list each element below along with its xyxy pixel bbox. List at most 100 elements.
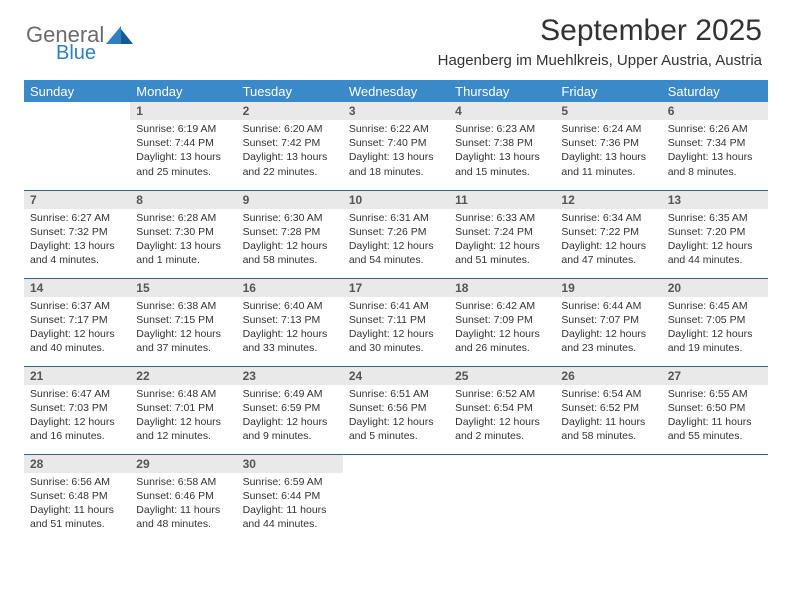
calendar-cell: 21Sunrise: 6:47 AMSunset: 7:03 PMDayligh… xyxy=(24,366,130,454)
sunrise-text: Sunrise: 6:23 AM xyxy=(455,122,549,136)
day-number: 13 xyxy=(662,191,768,209)
calendar-cell: 28Sunrise: 6:56 AMSunset: 6:48 PMDayligh… xyxy=(24,454,130,542)
calendar-week-row: 28Sunrise: 6:56 AMSunset: 6:48 PMDayligh… xyxy=(24,454,768,542)
sunrise-text: Sunrise: 6:47 AM xyxy=(30,387,124,401)
sunset-text: Sunset: 7:44 PM xyxy=(136,136,230,150)
sunrise-text: Sunrise: 6:26 AM xyxy=(668,122,762,136)
calendar-week-row: 21Sunrise: 6:47 AMSunset: 7:03 PMDayligh… xyxy=(24,366,768,454)
calendar-cell: 15Sunrise: 6:38 AMSunset: 7:15 PMDayligh… xyxy=(130,278,236,366)
day-info: Sunrise: 6:24 AMSunset: 7:36 PMDaylight:… xyxy=(555,120,661,183)
calendar-cell: 13Sunrise: 6:35 AMSunset: 7:20 PMDayligh… xyxy=(662,190,768,278)
daylight-text: Daylight: 12 hours and 58 minutes. xyxy=(243,239,337,267)
calendar-cell: 25Sunrise: 6:52 AMSunset: 6:54 PMDayligh… xyxy=(449,366,555,454)
day-number: 11 xyxy=(449,191,555,209)
sunrise-text: Sunrise: 6:20 AM xyxy=(243,122,337,136)
calendar-cell: .. xyxy=(555,454,661,542)
calendar-cell: 6Sunrise: 6:26 AMSunset: 7:34 PMDaylight… xyxy=(662,102,768,190)
daylight-text: Daylight: 12 hours and 47 minutes. xyxy=(561,239,655,267)
sunset-text: Sunset: 6:48 PM xyxy=(30,489,124,503)
sunrise-text: Sunrise: 6:51 AM xyxy=(349,387,443,401)
calendar-cell: 9Sunrise: 6:30 AMSunset: 7:28 PMDaylight… xyxy=(237,190,343,278)
daylight-text: Daylight: 12 hours and 26 minutes. xyxy=(455,327,549,355)
calendar-cell: 22Sunrise: 6:48 AMSunset: 7:01 PMDayligh… xyxy=(130,366,236,454)
day-number: 21 xyxy=(24,367,130,385)
day-number: 17 xyxy=(343,279,449,297)
sunset-text: Sunset: 7:07 PM xyxy=(561,313,655,327)
day-info: Sunrise: 6:35 AMSunset: 7:20 PMDaylight:… xyxy=(662,209,768,272)
daylight-text: Daylight: 12 hours and 54 minutes. xyxy=(349,239,443,267)
sunrise-text: Sunrise: 6:55 AM xyxy=(668,387,762,401)
sunrise-text: Sunrise: 6:28 AM xyxy=(136,211,230,225)
day-info: Sunrise: 6:20 AMSunset: 7:42 PMDaylight:… xyxy=(237,120,343,183)
day-number: 25 xyxy=(449,367,555,385)
daylight-text: Daylight: 11 hours and 44 minutes. xyxy=(243,503,337,531)
calendar-cell: 4Sunrise: 6:23 AMSunset: 7:38 PMDaylight… xyxy=(449,102,555,190)
day-header: Tuesday xyxy=(237,80,343,102)
daylight-text: Daylight: 13 hours and 4 minutes. xyxy=(30,239,124,267)
sunrise-text: Sunrise: 6:27 AM xyxy=(30,211,124,225)
day-number: 8 xyxy=(130,191,236,209)
calendar-cell: 20Sunrise: 6:45 AMSunset: 7:05 PMDayligh… xyxy=(662,278,768,366)
daylight-text: Daylight: 13 hours and 15 minutes. xyxy=(455,150,549,178)
calendar-cell: 8Sunrise: 6:28 AMSunset: 7:30 PMDaylight… xyxy=(130,190,236,278)
calendar-cell: .. xyxy=(449,454,555,542)
day-info: Sunrise: 6:27 AMSunset: 7:32 PMDaylight:… xyxy=(24,209,130,272)
sunset-text: Sunset: 7:26 PM xyxy=(349,225,443,239)
daylight-text: Daylight: 11 hours and 55 minutes. xyxy=(668,415,762,443)
day-number: 1 xyxy=(130,102,236,120)
daylight-text: Daylight: 12 hours and 33 minutes. xyxy=(243,327,337,355)
day-number: 20 xyxy=(662,279,768,297)
calendar-cell: 27Sunrise: 6:55 AMSunset: 6:50 PMDayligh… xyxy=(662,366,768,454)
calendar-cell: 23Sunrise: 6:49 AMSunset: 6:59 PMDayligh… xyxy=(237,366,343,454)
daylight-text: Daylight: 13 hours and 18 minutes. xyxy=(349,150,443,178)
sunrise-text: Sunrise: 6:41 AM xyxy=(349,299,443,313)
sunrise-text: Sunrise: 6:58 AM xyxy=(136,475,230,489)
calendar-cell: 12Sunrise: 6:34 AMSunset: 7:22 PMDayligh… xyxy=(555,190,661,278)
day-number: 14 xyxy=(24,279,130,297)
sunrise-text: Sunrise: 6:24 AM xyxy=(561,122,655,136)
day-info: Sunrise: 6:37 AMSunset: 7:17 PMDaylight:… xyxy=(24,297,130,360)
day-info: Sunrise: 6:31 AMSunset: 7:26 PMDaylight:… xyxy=(343,209,449,272)
page: General Blue September 2025 Hagenberg im… xyxy=(0,0,792,560)
daylight-text: Daylight: 12 hours and 23 minutes. xyxy=(561,327,655,355)
calendar-cell: 7Sunrise: 6:27 AMSunset: 7:32 PMDaylight… xyxy=(24,190,130,278)
sunset-text: Sunset: 7:05 PM xyxy=(668,313,762,327)
sunrise-text: Sunrise: 6:44 AM xyxy=(561,299,655,313)
calendar-cell: .. xyxy=(24,102,130,190)
day-info: Sunrise: 6:34 AMSunset: 7:22 PMDaylight:… xyxy=(555,209,661,272)
calendar-cell: 14Sunrise: 6:37 AMSunset: 7:17 PMDayligh… xyxy=(24,278,130,366)
day-number: 24 xyxy=(343,367,449,385)
day-info: Sunrise: 6:56 AMSunset: 6:48 PMDaylight:… xyxy=(24,473,130,536)
sunrise-text: Sunrise: 6:35 AM xyxy=(668,211,762,225)
daylight-text: Daylight: 13 hours and 1 minute. xyxy=(136,239,230,267)
sunset-text: Sunset: 7:22 PM xyxy=(561,225,655,239)
header: General Blue September 2025 Hagenberg im… xyxy=(24,18,768,74)
day-number: 9 xyxy=(237,191,343,209)
sunrise-text: Sunrise: 6:37 AM xyxy=(30,299,124,313)
day-info: Sunrise: 6:26 AMSunset: 7:34 PMDaylight:… xyxy=(662,120,768,183)
sunset-text: Sunset: 7:34 PM xyxy=(668,136,762,150)
sunset-text: Sunset: 7:11 PM xyxy=(349,313,443,327)
sunrise-text: Sunrise: 6:34 AM xyxy=(561,211,655,225)
day-info: Sunrise: 6:49 AMSunset: 6:59 PMDaylight:… xyxy=(237,385,343,448)
day-info: Sunrise: 6:30 AMSunset: 7:28 PMDaylight:… xyxy=(237,209,343,272)
calendar-week-row: 14Sunrise: 6:37 AMSunset: 7:17 PMDayligh… xyxy=(24,278,768,366)
day-info: Sunrise: 6:41 AMSunset: 7:11 PMDaylight:… xyxy=(343,297,449,360)
sunset-text: Sunset: 7:28 PM xyxy=(243,225,337,239)
daylight-text: Daylight: 11 hours and 58 minutes. xyxy=(561,415,655,443)
calendar-cell: 1Sunrise: 6:19 AMSunset: 7:44 PMDaylight… xyxy=(130,102,236,190)
day-number: 23 xyxy=(237,367,343,385)
logo: General Blue xyxy=(26,22,104,65)
sunset-text: Sunset: 6:54 PM xyxy=(455,401,549,415)
logo-triangle-icon xyxy=(106,26,136,48)
calendar-cell: 19Sunrise: 6:44 AMSunset: 7:07 PMDayligh… xyxy=(555,278,661,366)
day-number: 26 xyxy=(555,367,661,385)
calendar-table: Sunday Monday Tuesday Wednesday Thursday… xyxy=(24,80,768,542)
daylight-text: Daylight: 13 hours and 25 minutes. xyxy=(136,150,230,178)
day-info: Sunrise: 6:52 AMSunset: 6:54 PMDaylight:… xyxy=(449,385,555,448)
sunrise-text: Sunrise: 6:52 AM xyxy=(455,387,549,401)
day-number: 28 xyxy=(24,455,130,473)
calendar-cell: 17Sunrise: 6:41 AMSunset: 7:11 PMDayligh… xyxy=(343,278,449,366)
day-number: 29 xyxy=(130,455,236,473)
daylight-text: Daylight: 13 hours and 22 minutes. xyxy=(243,150,337,178)
